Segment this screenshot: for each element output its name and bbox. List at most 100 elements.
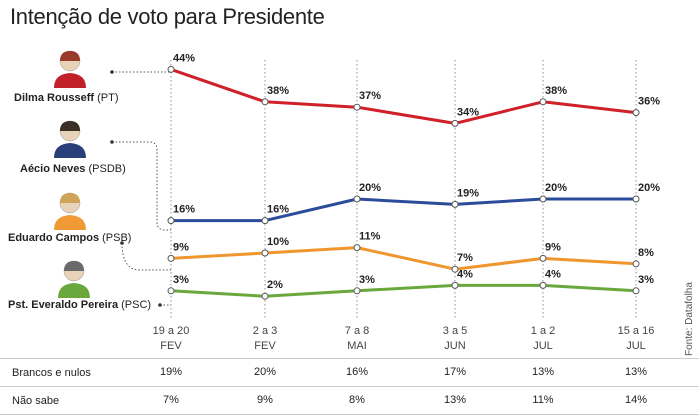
data-label: 16% [267,204,289,216]
data-point [167,254,175,262]
table-cell: 13% [443,394,467,406]
candidate-party: (PT) [94,92,119,104]
x-tick-month: FEV [160,340,182,352]
data-point [451,119,459,127]
data-point [632,260,640,268]
data-point [451,200,459,208]
legend-connector-dot [158,303,162,307]
data-label: 10% [267,236,289,248]
candidate-name-text: Aécio Neves [20,163,86,175]
series-lines [170,67,637,298]
series-line [170,67,637,125]
legend-connector-dot [110,70,114,74]
table-row: Brancos e nulos 19% 20% 16% 17% 13% 13% [0,358,699,387]
candidate-party: (PSDB) [85,163,126,175]
avatar-1 [52,48,88,88]
data-label: 9% [545,241,561,253]
x-tick-day: 7 a 8 [345,325,369,337]
data-point [632,287,640,295]
x-tick-month: FEV [254,340,276,352]
data-label: 9% [173,241,189,253]
data-label: 4% [545,268,561,280]
data-point [261,249,269,257]
table-cell: 7% [163,394,179,406]
data-point [539,98,547,106]
candidate-name: Aécio Neves (PSDB) [20,163,126,175]
data-point [632,109,640,117]
table-cell: 8% [349,394,365,406]
data-point [167,217,175,225]
candidate-party: (PSC) [118,299,152,311]
candidate-name: Pst. Everaldo Pereira (PSC) [8,299,151,311]
x-tick-month: JUL [533,340,553,352]
row-values: 7% 9% 8% 13% 11% 14% [122,386,699,415]
person-icon [54,50,86,88]
data-points [167,65,640,300]
source-note: Fonte: Datafolha [684,282,695,356]
data-point [167,287,175,295]
data-point [167,65,175,73]
data-label: 38% [267,85,289,97]
x-tick-day: 2 a 3 [253,325,277,337]
person-icon [54,120,86,158]
table-cell: 20% [253,366,277,378]
candidate-name-text: Dilma Rousseff [14,92,95,104]
data-label: 16% [173,204,195,216]
legend-connector-dot [110,140,114,144]
x-tick-month: MAI [347,340,367,352]
data-label: 20% [638,182,660,194]
x-axis-ticks: 19 a 20 FEV 2 a 3 FEV 7 a 8 MAI 3 a 5 JUN 1 a 2 J… [153,325,655,352]
data-point [261,292,269,300]
person-icon [54,192,86,230]
data-point [353,244,361,252]
table-row: Não sabe 7% 9% 8% 13% 11% 14% [0,386,699,415]
data-label: 34% [457,106,479,118]
candidate-name: Dilma Rousseff (PT) [14,92,119,104]
data-label: 37% [359,90,381,102]
data-labels: 44% 38% 37% 34% 38% 36% 16% 16% 20% 19% 20% 20% 9% 10… [173,52,660,291]
data-label: 19% [457,187,479,199]
legend-connector [112,141,171,231]
data-label: 8% [638,247,654,259]
data-label: 3% [173,274,189,286]
series-line [171,197,636,223]
data-label: 38% [545,85,567,97]
data-label: 20% [545,182,567,194]
data-point [539,281,547,289]
data-point [451,265,459,273]
data-label: 2% [267,279,283,291]
data-point [261,98,269,106]
table-cell: 19% [159,366,183,378]
candidate-name-text: Eduardo Campos [8,232,100,244]
data-label: 20% [359,182,381,194]
legend-connector [121,242,171,271]
data-label: 3% [638,274,654,286]
table-cell: 17% [443,366,467,378]
data-label: 3% [359,274,375,286]
x-tick-day: 1 a 2 [531,325,555,337]
data-label: 4% [457,268,473,280]
candidate-party: (PSB) [99,232,132,244]
series-line [170,246,637,271]
series-line [170,283,637,298]
data-point [451,281,459,289]
table-cell: 13% [531,366,555,378]
x-tick-month: JUN [444,340,465,352]
grid-lines [170,60,637,320]
x-tick-day: 3 a 5 [443,325,467,337]
table-cell: 11% [532,394,554,406]
extra-data-table: Brancos e nulos 19% 20% 16% 17% 13% 13% Não sab… [0,358,699,415]
table-cell: 9% [257,394,273,406]
legend-connector-dot [120,241,124,245]
data-label: 44% [173,52,195,64]
person-icon [58,260,90,298]
data-label: 36% [638,96,660,108]
data-point [353,195,361,203]
table-cell: 13% [624,366,648,378]
row-label: Brancos e nulos [0,358,122,387]
candidate-name-text: Pst. Everaldo Pereira [8,299,119,311]
x-tick-day: 15 a 16 [618,325,655,337]
table-cell: 14% [624,394,648,406]
data-label: 7% [457,252,473,264]
avatar-3 [52,190,88,230]
